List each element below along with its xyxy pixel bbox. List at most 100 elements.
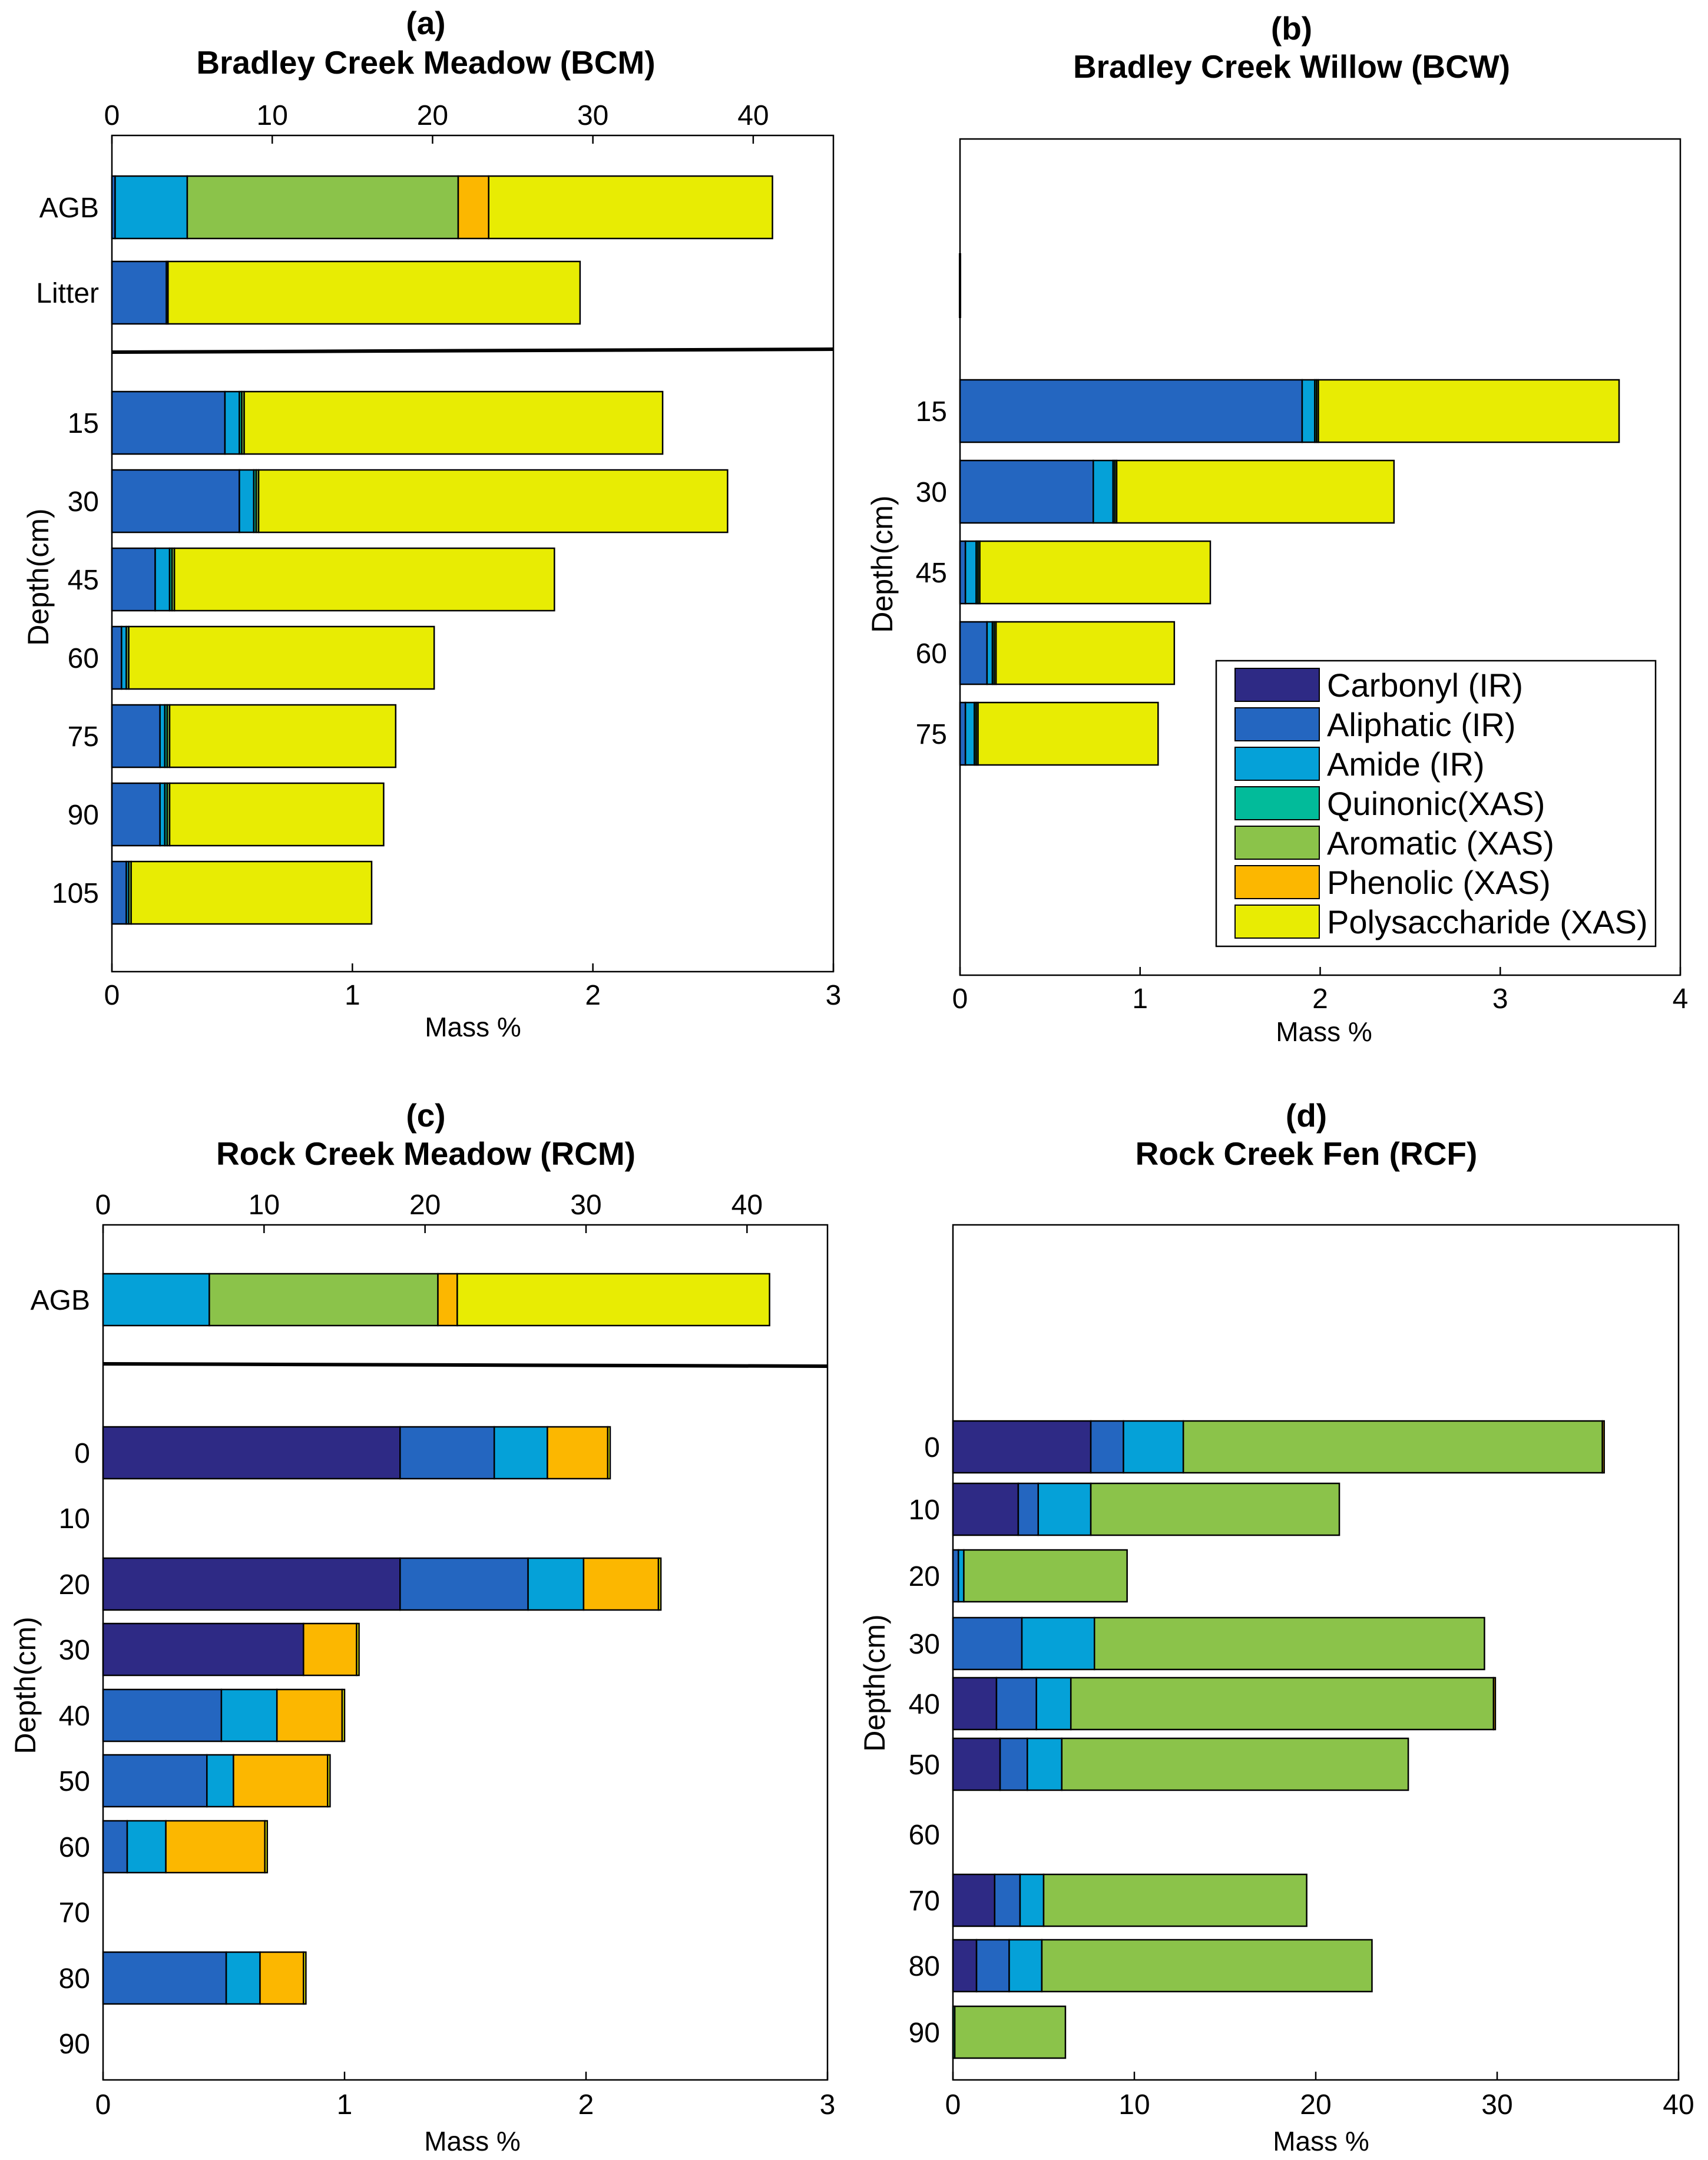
y-tick-label: 40 (59, 1701, 90, 1732)
panel-a-x-axis-label: Mass % (425, 1012, 521, 1042)
panel-c-bars (102, 1273, 770, 2005)
x-tick-label: 10 (1118, 2089, 1150, 2121)
y-tick-label: 10 (59, 1503, 90, 1535)
bar-20-amide-ir (957, 1549, 965, 1603)
y-tick-label: 45 (916, 558, 947, 589)
bar-agb-polysaccharide-xas (488, 175, 773, 240)
bar-80-amide-ir (225, 1951, 261, 2005)
bar-45-aliphatic-ir (111, 547, 156, 612)
bar-0-phenolic-xas (1601, 1420, 1605, 1474)
bar-30-phenolic-xas (303, 1622, 358, 1677)
y-tick-label: AGB (31, 1285, 90, 1316)
legend-label-aliphatic: Aliphatic (IR) (1327, 706, 1516, 743)
y-tick-label: 50 (909, 1750, 940, 1781)
panel-c-y-axis-label: Depth(cm) (9, 1616, 42, 1754)
y-tick-label: 60 (909, 1820, 940, 1851)
y-tick-label: Litter (36, 278, 99, 309)
bar-50-phenolic-xas (233, 1754, 329, 1808)
bar-agb-phenolic-xas (437, 1273, 458, 1327)
legend-swatch-carbonyl (1234, 668, 1320, 702)
bar-45-polysaccharide-xas (173, 547, 555, 612)
bar-80-carbonyl-ir (952, 1939, 978, 1993)
y-tick-label: 10 (909, 1495, 940, 1526)
y-tick-label: 30 (59, 1635, 90, 1666)
legend-swatch-aromatic (1234, 826, 1320, 860)
bar-70-amide-ir (1019, 1873, 1045, 1927)
y-tick-label: 30 (909, 1629, 940, 1660)
bar-80-polysaccharide-xas (303, 1951, 307, 2005)
panel-c: (c) Rock Creek Meadow (RCM) 0 10 20 30 40 AG… (9, 1097, 835, 2156)
bar-40-aliphatic-ir (995, 1677, 1037, 1731)
bar-80-aliphatic-ir (102, 1951, 227, 2005)
panel-c-label: (c) (406, 1097, 445, 1134)
panel-d: (d) Rock Creek Fen (RCF) 0 10 20 30 40 50 60 70… (858, 1097, 1694, 2156)
panel-a-title: Bradley Creek Meadow (BCM) (196, 44, 655, 81)
bar-60-aliphatic-ir (111, 625, 123, 690)
panel-b-bars (959, 379, 1620, 766)
bar-0-amide-ir (1123, 1420, 1184, 1474)
x-tick-label: 40 (1663, 2089, 1694, 2121)
panel-c-y-ticks: AGB 0 10 20 30 40 50 60 70 80 90 (31, 1285, 90, 2060)
bar-50-carbonyl-ir (952, 1737, 1001, 1791)
x-tick-label: 3 (820, 2089, 836, 2121)
panel-d-y-axis-label: Depth(cm) (858, 1614, 891, 1751)
bar-0-aromatic-xas (1182, 1420, 1603, 1474)
panel-a-label: (a) (406, 5, 445, 41)
y-tick-label: 90 (59, 2029, 90, 2060)
x-tick-label: 1 (1132, 983, 1148, 1015)
bar-10-carbonyl-ir (952, 1482, 1019, 1536)
legend-swatch-amide (1234, 747, 1320, 781)
legend-label-aromatic: Aromatic (XAS) (1327, 824, 1554, 862)
top-tick-label: 10 (257, 100, 288, 131)
y-tick-label: 80 (59, 1963, 90, 1995)
bar-45-amide-ir (154, 547, 171, 612)
bar-agb-phenolic-xas (457, 175, 489, 240)
bar-10-aromatic-xas (1090, 1482, 1340, 1536)
bar-45-polysaccharide-xas (979, 540, 1212, 605)
legend-label-amide: Amide (IR) (1327, 746, 1485, 783)
bar-15-aliphatic-ir (959, 379, 1303, 443)
y-tick-label: 90 (68, 800, 99, 831)
panel-d-y-ticks: 0 10 20 30 40 50 60 70 80 90 (909, 1432, 940, 2049)
bar-60-polysaccharide-xas (128, 625, 435, 690)
legend: Carbonyl (IR)Aliphatic (IR)Amide (IR)Qui… (1215, 660, 1657, 948)
bar-70-carbonyl-ir (952, 1873, 996, 1927)
panel-d-title: Rock Creek Fen (RCF) (1136, 1135, 1478, 1172)
bar-20-carbonyl-ir (102, 1557, 401, 1611)
panel-a-top-axis: 0 10 20 30 40 (104, 100, 769, 144)
panel-b-y-axis-label: Depth(cm) (866, 495, 899, 632)
bar-40-carbonyl-ir (952, 1677, 998, 1731)
y-tick-label: 15 (68, 408, 99, 439)
panel-b-label: (b) (1271, 10, 1312, 47)
panel-a: (a) Bradley Creek Meadow (BCM) 0 10 20 30 40… (22, 5, 841, 1042)
y-tick-label: 0 (924, 1432, 940, 1463)
x-tick-label: 1 (337, 2089, 353, 2121)
bar-70-aliphatic-ir (994, 1873, 1021, 1927)
bar-60-aliphatic-ir (959, 621, 988, 685)
bar-40-amide-ir (1035, 1677, 1072, 1731)
y-tick-label: 45 (68, 565, 99, 596)
bar-90-aromatic-xas (954, 2005, 1067, 2059)
legend-swatch-aliphatic (1234, 707, 1320, 741)
y-tick-label: 105 (52, 878, 99, 909)
y-tick-label: AGB (39, 193, 99, 224)
bar-15-amide-ir (224, 390, 240, 455)
panel-a-y-ticks: AGB Litter 15 30 45 60 75 90 105 (36, 193, 99, 909)
x-tick-label: 2 (1312, 983, 1328, 1015)
bar-30-aliphatic-ir (111, 469, 240, 534)
bar-20-phenolic-xas (582, 1557, 660, 1611)
bar-15-polysaccharide-xas (243, 390, 664, 455)
legend-label-quinonic: Quinonic(XAS) (1327, 785, 1545, 822)
legend-label-polysaccharide: Polysaccharide (XAS) (1327, 903, 1648, 940)
top-tick-label: 30 (577, 100, 608, 131)
y-tick-label: 60 (68, 643, 99, 674)
y-tick-label: 30 (68, 486, 99, 518)
bar-litter-aliphatic-ir (111, 260, 167, 325)
y-tick-label: 15 (916, 396, 947, 428)
top-tick-label: 20 (417, 100, 448, 131)
y-tick-label: 20 (59, 1569, 90, 1601)
panel-a-y-axis-label: Depth(cm) (22, 508, 55, 645)
x-tick-label: 0 (95, 2089, 111, 2121)
y-tick-label: 75 (68, 721, 99, 753)
